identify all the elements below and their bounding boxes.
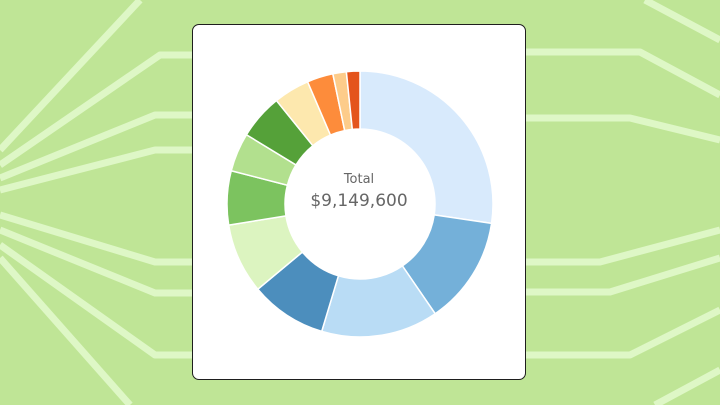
donut-slice-12[interactable] xyxy=(345,70,361,131)
donut-chart xyxy=(226,70,494,338)
total-value: $9,149,600 xyxy=(310,191,408,211)
donut-slice-1[interactable] xyxy=(359,70,494,225)
chart-card: Total $9,149,600 xyxy=(192,24,526,380)
total-label: Total xyxy=(343,172,375,187)
